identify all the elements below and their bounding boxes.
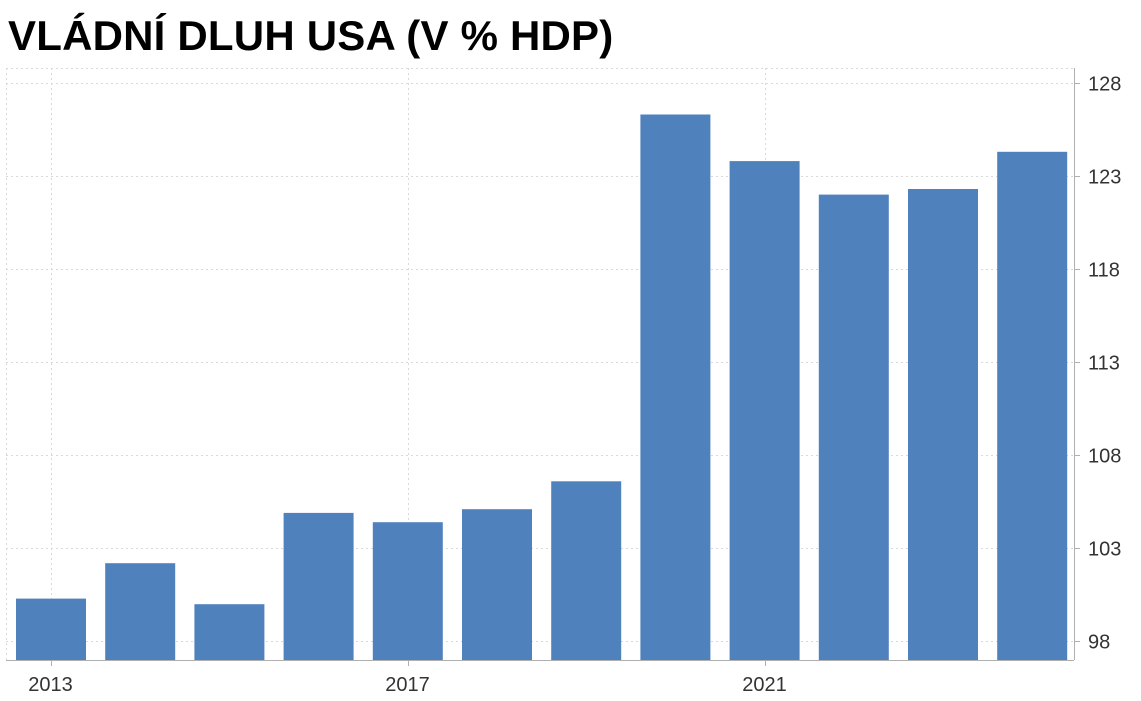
bar-2019 [551, 481, 622, 660]
bar-2020 [640, 114, 711, 660]
x-tick-label: 2017 [385, 674, 430, 696]
bar-2016 [283, 512, 354, 660]
bar-2014 [105, 563, 176, 660]
bar-2021 [729, 161, 800, 660]
y-tick-label: 108 [1088, 446, 1121, 468]
y-tick-label: 98 [1088, 632, 1110, 654]
y-tick-label: 118 [1088, 260, 1120, 282]
x-tick-label: 2021 [742, 674, 787, 696]
bar-2013 [16, 598, 86, 660]
y-tick-label: 128 [1088, 74, 1121, 96]
bar-2015 [194, 604, 265, 660]
tick-labels: 98 103 108 113 118 123 128 2013 2017 2021 [28, 74, 1121, 697]
y-tick-label: 103 [1088, 539, 1121, 561]
bar-2018 [462, 509, 532, 660]
x-tick-label: 2013 [28, 674, 73, 696]
bars [16, 114, 1068, 661]
chart-title: VLÁDNÍ DLUH USA (V % HDP) [8, 12, 614, 59]
bar-2024 [997, 151, 1068, 661]
bar-2022 [818, 194, 889, 660]
bar-2023 [908, 189, 978, 660]
bar-2017 [372, 522, 443, 660]
axes [6, 68, 1080, 666]
y-tick-label: 123 [1088, 167, 1121, 189]
y-tick-label: 113 [1088, 353, 1120, 375]
